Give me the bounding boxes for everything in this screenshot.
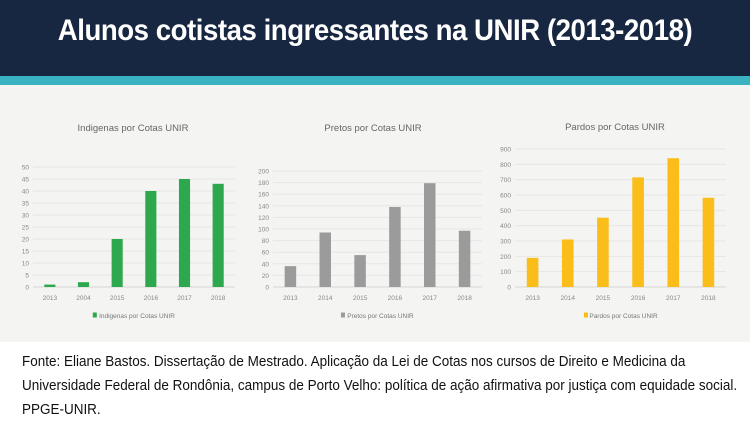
y-tick-label: 5 xyxy=(25,273,29,280)
legend-swatch xyxy=(340,312,345,318)
x-tick-label: 2017 xyxy=(423,295,438,302)
legend-label: Indigenas por Cotas UNIR xyxy=(99,313,175,320)
y-tick-label: 0 xyxy=(25,285,29,292)
y-tick-label: 200 xyxy=(258,169,269,176)
x-tick-label: 2018 xyxy=(701,295,716,302)
bar-2016 xyxy=(632,177,644,287)
page-title: Alunos cotistas ingressantes na UNIR (20… xyxy=(57,14,693,47)
y-tick-label: 400 xyxy=(500,223,511,230)
bar-2014 xyxy=(319,232,331,287)
bar-2017 xyxy=(178,179,191,287)
x-tick-label: 2014 xyxy=(561,295,576,302)
y-tick-label: 80 xyxy=(262,238,270,245)
y-tick-label: 900 xyxy=(500,147,511,154)
x-tick-label: 2016 xyxy=(144,295,159,302)
bar-2018 xyxy=(458,230,471,287)
y-tick-label: 100 xyxy=(258,227,269,234)
y-tick-label: 700 xyxy=(500,177,511,184)
legend-swatch xyxy=(92,312,97,318)
bar-2015 xyxy=(354,255,366,287)
bar-2016 xyxy=(389,206,401,287)
legend-swatch xyxy=(583,312,588,318)
bar-2004 xyxy=(77,282,90,287)
source-caption: Fonte: Eliane Bastos. Dissertação de Mes… xyxy=(22,354,738,418)
x-tick-label: 2016 xyxy=(388,295,403,302)
accent-strip xyxy=(0,76,750,85)
y-tick-label: 300 xyxy=(500,239,511,246)
chart-title: Pardos por Cotas UNIR xyxy=(565,122,665,133)
y-tick-label: 15 xyxy=(22,249,30,256)
bar-2013 xyxy=(284,266,297,287)
y-tick-label: 20 xyxy=(262,273,270,280)
y-tick-label: 20 xyxy=(22,237,30,244)
title-bar: Alunos cotistas ingressantes na UNIR (20… xyxy=(0,0,750,76)
bar-2013 xyxy=(526,257,539,287)
x-tick-label: 2018 xyxy=(457,295,472,302)
legend-label: Pretos por Cotas UNIR xyxy=(347,313,414,320)
y-tick-label: 600 xyxy=(500,193,511,200)
chart-title: Indigenas por Cotas UNIR xyxy=(78,123,189,134)
y-tick-label: 35 xyxy=(22,201,30,208)
bar-2017 xyxy=(424,183,436,287)
y-tick-label: 140 xyxy=(258,203,269,210)
bar-2017 xyxy=(667,158,680,287)
x-tick-label: 2013 xyxy=(283,295,298,302)
y-tick-label: 0 xyxy=(265,285,269,292)
bar-2018 xyxy=(702,197,715,287)
y-tick-label: 60 xyxy=(262,250,270,257)
x-tick-label: 2017 xyxy=(177,295,192,302)
chart-title: Pretos por Cotas UNIR xyxy=(324,123,421,134)
y-tick-label: 180 xyxy=(258,180,269,187)
y-tick-label: 160 xyxy=(258,192,269,199)
x-tick-label: 2018 xyxy=(211,295,226,302)
y-tick-label: 10 xyxy=(22,261,30,268)
bar-2016 xyxy=(145,191,157,287)
y-tick-label: 40 xyxy=(22,189,30,196)
bar-2015 xyxy=(111,239,123,287)
bar-2013 xyxy=(44,284,56,287)
x-tick-label: 2015 xyxy=(353,295,368,302)
bar-2015 xyxy=(597,217,609,287)
y-tick-label: 50 xyxy=(22,165,30,172)
y-tick-label: 25 xyxy=(22,225,30,232)
x-tick-label: 2013 xyxy=(525,295,540,302)
x-tick-label: 2015 xyxy=(596,295,611,302)
x-tick-label: 2013 xyxy=(43,295,58,302)
x-tick-label: 2015 xyxy=(110,295,125,302)
charts-panel xyxy=(0,85,750,342)
y-tick-label: 500 xyxy=(500,208,511,215)
x-tick-label: 2017 xyxy=(666,295,681,302)
y-tick-label: 0 xyxy=(507,285,511,292)
y-tick-label: 30 xyxy=(22,213,30,220)
y-tick-label: 40 xyxy=(262,261,270,268)
y-tick-label: 100 xyxy=(500,269,511,276)
y-tick-label: 45 xyxy=(22,177,30,184)
y-tick-label: 120 xyxy=(258,215,269,222)
x-tick-label: 2016 xyxy=(631,295,646,302)
y-tick-label: 800 xyxy=(500,162,511,169)
legend-label: Pardos por Cotas UNIR xyxy=(589,313,658,320)
bar-2014 xyxy=(561,239,574,287)
x-tick-label: 2014 xyxy=(318,295,333,302)
x-tick-label: 2004 xyxy=(76,295,91,302)
bar-2018 xyxy=(212,183,224,287)
y-tick-label: 200 xyxy=(500,254,511,261)
